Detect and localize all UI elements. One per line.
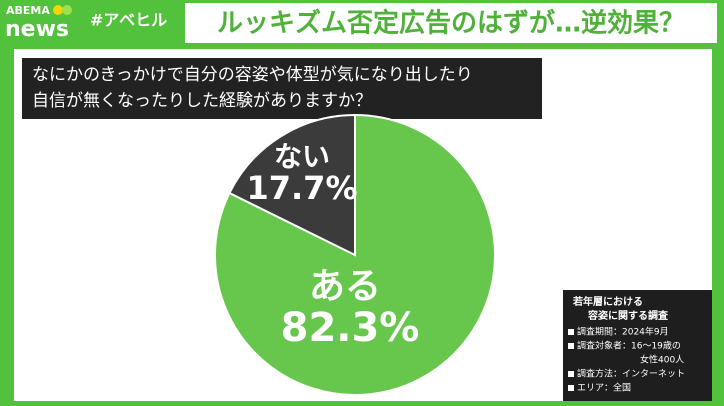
- question-line: なにかのきっかけで自分の容姿や体型が気になり出したり: [32, 65, 473, 85]
- note-items: 調査期間：2024年9月調査対象者：16～19歳の女性400人調査方法：インター…: [568, 326, 685, 394]
- note-box: [563, 290, 712, 401]
- slice-value-label: 17.7%: [246, 169, 357, 207]
- bullet: [568, 343, 574, 349]
- slice-value-label: 82.3%: [281, 305, 420, 351]
- slice-label: ない: [274, 140, 330, 173]
- logo-dot: [53, 5, 63, 15]
- logo-top: ABEMA: [6, 4, 50, 17]
- note-item: エリア：全国: [577, 382, 631, 394]
- question-line: 自信が無くなったりした経験がありますか？: [32, 91, 372, 111]
- pie-slice: [228, 113, 356, 257]
- note-title: 若年層における: [572, 295, 643, 308]
- hashtag: #アベヒル: [90, 11, 167, 30]
- headline-box: [185, 3, 717, 43]
- headline: ルッキズム否定広告のはずが…逆効果？: [217, 8, 685, 39]
- note-item: 女性400人: [640, 354, 684, 366]
- bullet: [568, 385, 574, 391]
- question-box: [22, 58, 542, 119]
- logo-dot: [62, 5, 72, 15]
- note-title: 容姿に関する調査: [587, 309, 669, 322]
- note-item: 調査期間：2024年9月: [577, 326, 669, 338]
- slice-label: ある: [309, 266, 381, 307]
- note-item: 調査対象者：16～19歳の: [577, 340, 681, 352]
- logo-bottom: news: [5, 17, 69, 42]
- bullet: [568, 329, 574, 335]
- bullet: [568, 371, 574, 377]
- note-item: 調査方法：インターネット: [577, 368, 685, 380]
